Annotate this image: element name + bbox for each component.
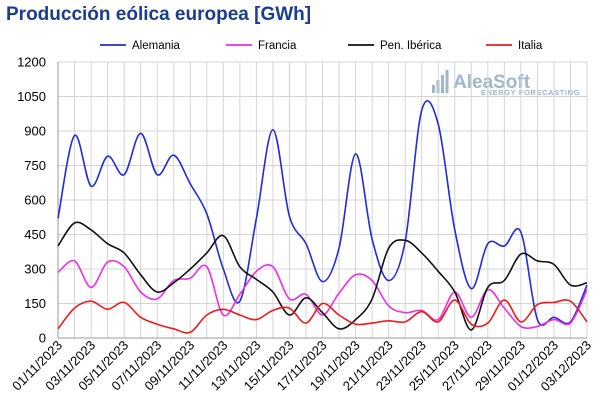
series-line-italia: [57, 299, 588, 334]
y-tick-label: 150: [24, 296, 46, 311]
series-line-francia: [57, 259, 588, 329]
aleasoft-logo-name: AleaSoft: [453, 72, 531, 93]
legend-label: Alemania: [132, 40, 181, 52]
y-tick-label: 0: [39, 331, 46, 346]
series-line-pen-iberica: [57, 221, 588, 331]
y-tick-label: 1050: [17, 89, 46, 104]
y-tick-label: 300: [24, 262, 46, 277]
legend-label: Pen. Ibérica: [380, 40, 442, 52]
y-tick-label: 1200: [17, 55, 46, 70]
chart-title: Producción eólica europea [GWh]: [6, 4, 312, 25]
legend-label: Italia: [518, 40, 543, 52]
series-line-alemania: [57, 100, 588, 326]
y-tick-label: 450: [24, 227, 46, 242]
y-tick-label: 600: [24, 193, 46, 208]
y-tick-label: 900: [24, 124, 46, 139]
legend-label: Francia: [258, 40, 297, 52]
aleasoft-logo-tagline: ENERGY FORECASTING: [481, 88, 580, 97]
aleasoft-logo: AleaSoft ENERGY FORECASTING: [432, 70, 580, 97]
aleasoft-logo-icon: [432, 70, 449, 93]
y-tick-label: 750: [24, 158, 46, 173]
